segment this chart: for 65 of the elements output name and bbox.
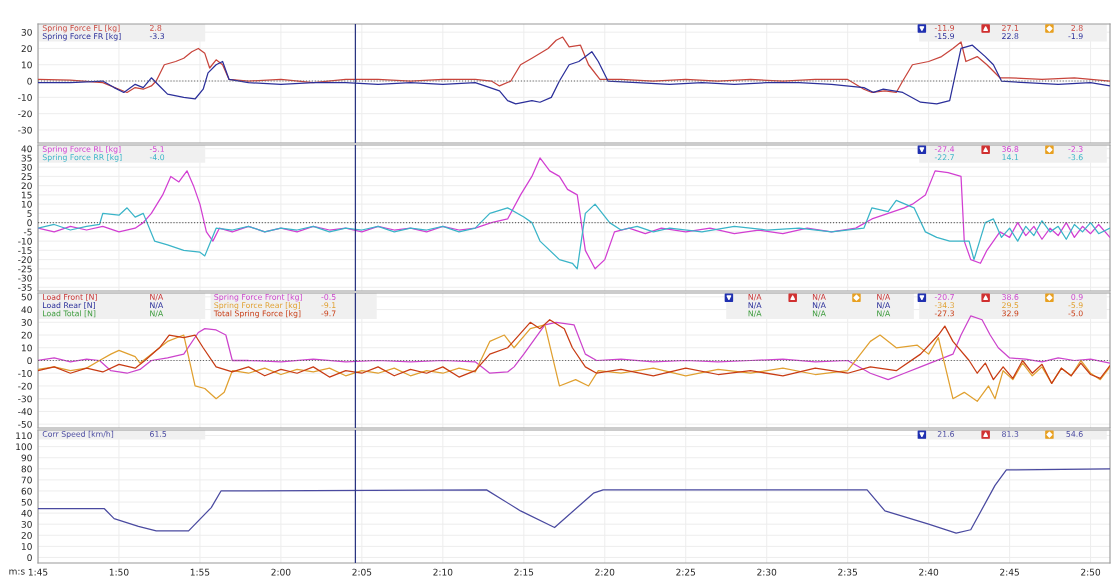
y-tick-label: -25	[18, 265, 32, 273]
x-tick-label: 2:25	[676, 568, 696, 576]
y-tick-label: 30	[21, 319, 32, 326]
y-tick-label: -20	[18, 256, 32, 264]
y-tick-label: 60	[21, 487, 32, 495]
y-tick-label: -30	[18, 274, 32, 282]
y-tick-label: 20	[21, 45, 32, 53]
y-tick-label: 30	[21, 28, 32, 36]
y-tick-label: 30	[21, 163, 32, 171]
y-tick-label: -30	[18, 126, 32, 134]
x-axis-title: m:s	[9, 569, 25, 575]
y-tick-label: -10	[18, 237, 32, 245]
y-tick-label: 0	[27, 357, 32, 365]
y-tick-label: -20	[18, 382, 32, 390]
y-tick-label: 0	[27, 77, 32, 85]
y-tick-label: 50	[21, 498, 32, 506]
y-tick-label: -20	[18, 110, 32, 118]
y-tick-label: 10	[21, 543, 32, 550]
y-tick-label: -40	[18, 408, 32, 415]
x-tick-label: 2:30	[757, 568, 777, 576]
x-tick-label: 2:40	[919, 568, 939, 576]
y-tick-label: 20	[21, 532, 32, 539]
y-tick-label: 40	[21, 509, 32, 517]
y-tick-label: -15	[18, 247, 32, 254]
x-tick-label: 1:45	[28, 568, 48, 576]
line-series	[38, 468, 1110, 534]
y-tick-label: 5	[27, 210, 32, 217]
y-tick-label: 35	[21, 154, 32, 162]
y-tick-label: 40	[21, 306, 32, 314]
y-tick-label: -10	[18, 94, 32, 101]
y-tick-label: 20	[21, 182, 32, 190]
y-tick-label: 70	[21, 476, 32, 484]
x-tick-label: 2:05	[352, 568, 372, 576]
y-tick-label: 10	[21, 344, 32, 352]
line-series	[38, 199, 1110, 270]
y-tick-label: 100	[16, 443, 32, 451]
y-tick-label: 50	[21, 293, 32, 301]
x-tick-label: 2:15	[514, 568, 534, 576]
y-tick-label: 20	[21, 331, 32, 339]
x-tick-label: 2:50	[1081, 568, 1101, 576]
y-tick-label: -10	[18, 369, 32, 377]
x-tick-label: 1:55	[190, 568, 210, 576]
y-tick-label: -50	[18, 420, 32, 428]
x-tick-label: 2:35	[838, 568, 858, 576]
line-series	[38, 324, 1110, 402]
y-tick-label: 90	[21, 454, 32, 462]
x-tick-label: 2:45	[1000, 568, 1019, 576]
line-series	[38, 44, 1110, 105]
x-tick-label: 2:20	[595, 568, 615, 576]
x-tick-label: 1:50	[109, 568, 129, 576]
x-tick-label: 2:10	[433, 568, 453, 576]
y-tick-label: 30	[21, 520, 32, 528]
y-tick-label: 110	[16, 432, 32, 440]
y-tick-label: -5	[23, 228, 32, 236]
y-tick-label: 0	[27, 219, 32, 227]
y-tick-label: 15	[21, 191, 32, 199]
y-tick-label: 80	[21, 465, 32, 473]
y-tick-label: -35	[18, 284, 32, 291]
y-tick-label: 0	[27, 554, 32, 562]
y-tick-label: 10	[21, 200, 32, 208]
y-tick-label: 10	[21, 61, 32, 69]
y-tick-label: 25	[21, 173, 32, 180]
x-tick-label: 2:00	[271, 568, 291, 576]
y-tick-label: 40	[21, 145, 32, 153]
y-tick-label: -30	[18, 395, 32, 403]
